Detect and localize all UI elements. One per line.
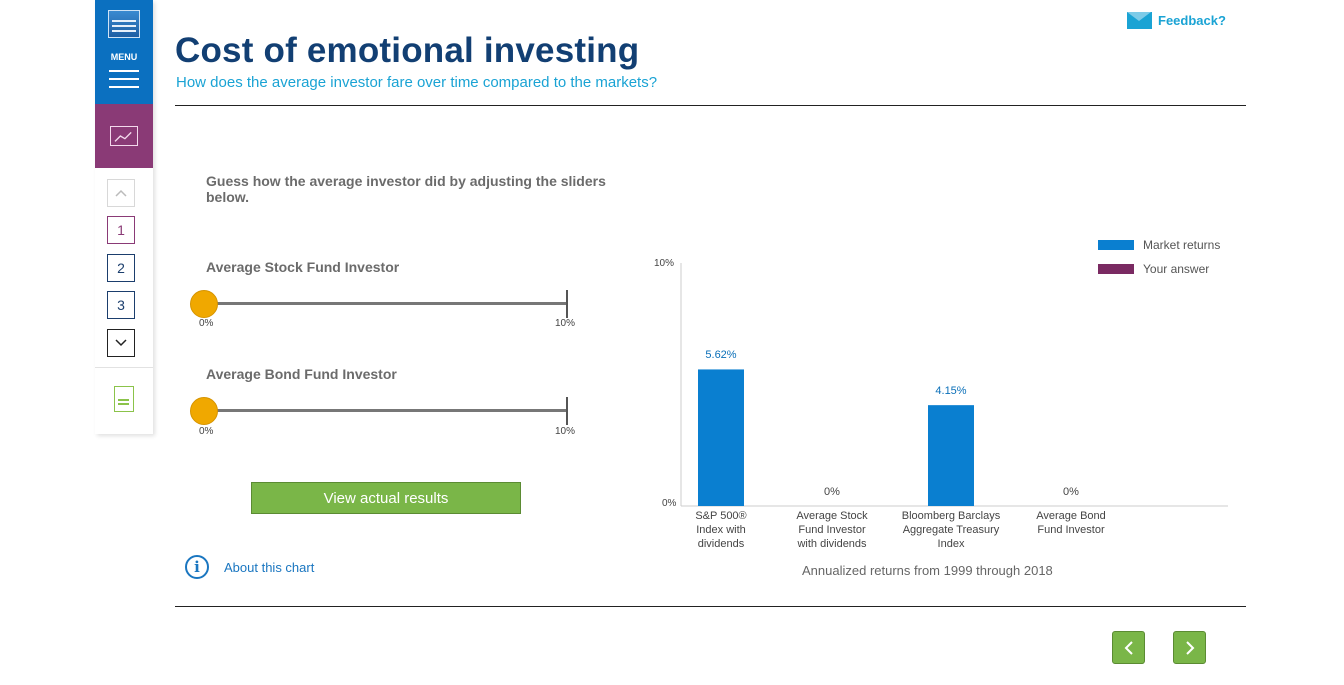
returns-chart: Market returns Your answer 10% 0% Annual… [640, 230, 1240, 590]
bond-slider-end [566, 397, 568, 425]
bond-slider-handle[interactable] [190, 397, 218, 425]
bar-1 [698, 369, 744, 506]
x-tick-label-2: Average Stock Fund Investor with dividends [796, 510, 868, 550]
logo-icon [108, 10, 140, 38]
bond-slider-min: 0% [199, 426, 214, 437]
x-tick-label-1: S&P 500® Index with dividends [695, 510, 747, 550]
bond-slider-max: 10% [555, 426, 576, 437]
envelope-icon [1127, 12, 1152, 29]
x-tick-label-3: Bloomberg Barclays Aggregate Treasury Inde… [901, 510, 1001, 550]
view-results-button[interactable]: View actual results [251, 482, 521, 514]
legend-swatch-answer [1098, 264, 1134, 274]
title-bold: emotional investing [306, 31, 640, 70]
stock-slider-track[interactable] [206, 302, 568, 305]
chart-legend: Market returns Your answer [1098, 238, 1220, 286]
plot-area [680, 263, 1228, 507]
nav-step-3[interactable]: 3 [107, 291, 135, 319]
chevron-down-icon[interactable] [107, 329, 135, 357]
menu-button[interactable]: MENU [95, 0, 153, 104]
legend-item-answer: Your answer [1098, 262, 1220, 276]
x-tick-label-4: Average Bond Fund Investor [1036, 510, 1106, 536]
data-label-3: 4.15% [935, 385, 967, 398]
bar-3 [928, 405, 974, 506]
legend-item-market: Market returns [1098, 238, 1220, 252]
page-title: Cost of emotional investing [175, 31, 639, 71]
about-chart-link[interactable]: About this chart [224, 560, 315, 575]
legend-swatch-market [1098, 240, 1134, 250]
legend-label-answer: Your answer [1143, 262, 1210, 276]
y-tick-min: 0% [662, 498, 677, 509]
stock-slider-end [566, 290, 568, 318]
chart-tool-button[interactable] [95, 104, 153, 168]
nav-step-1[interactable]: 1 [107, 216, 135, 244]
previous-button[interactable] [1112, 631, 1145, 664]
line-chart-icon [110, 126, 138, 146]
data-label-1: 5.62% [705, 349, 737, 362]
top-divider [175, 105, 1246, 106]
stock-slider-max: 10% [555, 318, 576, 329]
document-icon[interactable] [114, 386, 134, 412]
sidebar-divider [95, 367, 153, 368]
next-button[interactable] [1173, 631, 1206, 664]
page-subtitle: How does the average investor fare over … [176, 74, 658, 91]
stock-slider-handle[interactable] [190, 290, 218, 318]
chevron-up-icon[interactable] [107, 179, 135, 207]
y-tick-max: 10% [654, 258, 675, 269]
data-label-2: 0% [824, 486, 840, 498]
title-light: Cost of [175, 31, 307, 70]
stock-slider-label: Average Stock Fund Investor [206, 259, 400, 275]
hamburger-icon [109, 70, 139, 72]
stock-slider-min: 0% [199, 318, 214, 329]
chevron-left-icon [1124, 640, 1133, 655]
menu-label: MENU [110, 52, 138, 62]
chart-caption: Annualized returns from 1999 through 201… [802, 563, 1053, 578]
bond-slider-track[interactable] [206, 409, 568, 412]
bottom-divider [175, 606, 1246, 607]
feedback-label: Feedback? [1158, 13, 1226, 28]
chevron-right-icon [1185, 640, 1194, 655]
feedback-link[interactable]: Feedback? [1127, 12, 1226, 29]
legend-label-market: Market returns [1143, 238, 1221, 252]
nav-step-2[interactable]: 2 [107, 254, 135, 282]
sidebar: MENU 1 2 3 [95, 0, 153, 434]
data-label-4: 0% [1063, 486, 1079, 498]
instruction-text: Guess how the average investor did by ad… [206, 173, 606, 205]
info-icon[interactable]: i [185, 555, 209, 579]
bond-slider-label: Average Bond Fund Investor [206, 366, 397, 382]
